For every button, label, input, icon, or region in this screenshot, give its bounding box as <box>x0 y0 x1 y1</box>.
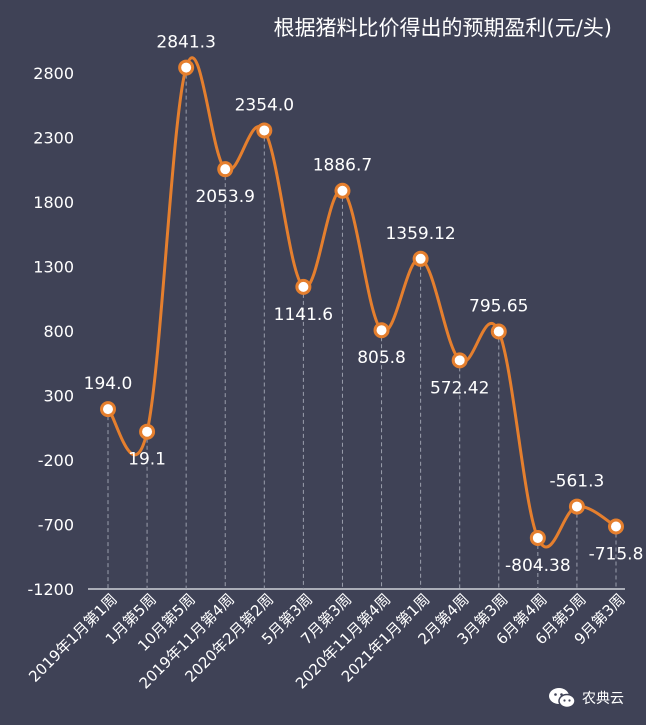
data-point <box>490 323 507 340</box>
y-tick-label: -200 <box>38 451 74 470</box>
data-label: 2354.0 <box>235 95 294 115</box>
drop-lines <box>107 67 617 589</box>
watermark: 农典云 <box>548 687 624 709</box>
data-point <box>529 529 546 546</box>
y-tick-label: 300 <box>43 386 74 405</box>
data-point <box>139 423 156 440</box>
series-line <box>106 56 617 549</box>
data-point <box>295 278 312 295</box>
watermark-text: 农典云 <box>582 691 624 707</box>
data-point <box>373 322 390 339</box>
data-label: 1359.12 <box>385 224 455 244</box>
data-label: 2841.3 <box>156 33 215 53</box>
data-label: -804.38 <box>505 556 571 576</box>
data-label: 805.8 <box>357 348 406 368</box>
wechat-icon <box>549 688 576 709</box>
data-point <box>100 401 116 418</box>
data-labels: 194.0 19.1 2841.3 2053.9 2354.0 1141.6 1886.7 8… <box>84 33 644 576</box>
y-tick-label: 2300 <box>33 128 74 147</box>
y-tick-label: 1800 <box>33 193 74 212</box>
data-point <box>451 352 468 369</box>
data-points <box>100 59 624 546</box>
y-tick-label: -1200 <box>28 580 75 599</box>
data-point <box>178 59 195 76</box>
y-tick-label: 800 <box>43 322 74 341</box>
x-axis: 2019年1月第1周1月第5周10月第5周2019年11月第4周2020年2月第… <box>25 588 629 692</box>
data-label: 1886.7 <box>313 156 372 176</box>
data-point <box>256 122 273 139</box>
data-point <box>412 250 429 267</box>
y-tick-label: 1300 <box>33 257 74 276</box>
data-label: 795.65 <box>469 297 528 317</box>
data-label: 572.42 <box>430 378 489 398</box>
chart-title: 根据猪料比价得出的预期盈利(元/头) <box>274 16 612 40</box>
y-tick-label: -700 <box>38 515 74 534</box>
data-point <box>217 161 234 178</box>
data-point <box>568 498 585 515</box>
data-point <box>334 182 351 199</box>
y-axis: -1200 -700 -200 300 800 1300 1800 2300 2800 <box>28 64 75 599</box>
data-point <box>608 518 624 535</box>
data-label: 2053.9 <box>195 187 254 207</box>
data-label: -561.3 <box>550 472 605 492</box>
data-label: 194.0 <box>84 374 133 394</box>
y-tick-label: 2800 <box>33 64 74 83</box>
data-label: 1141.6 <box>274 305 333 325</box>
data-label: -715.8 <box>589 545 644 565</box>
data-label: 19.1 <box>128 450 166 470</box>
